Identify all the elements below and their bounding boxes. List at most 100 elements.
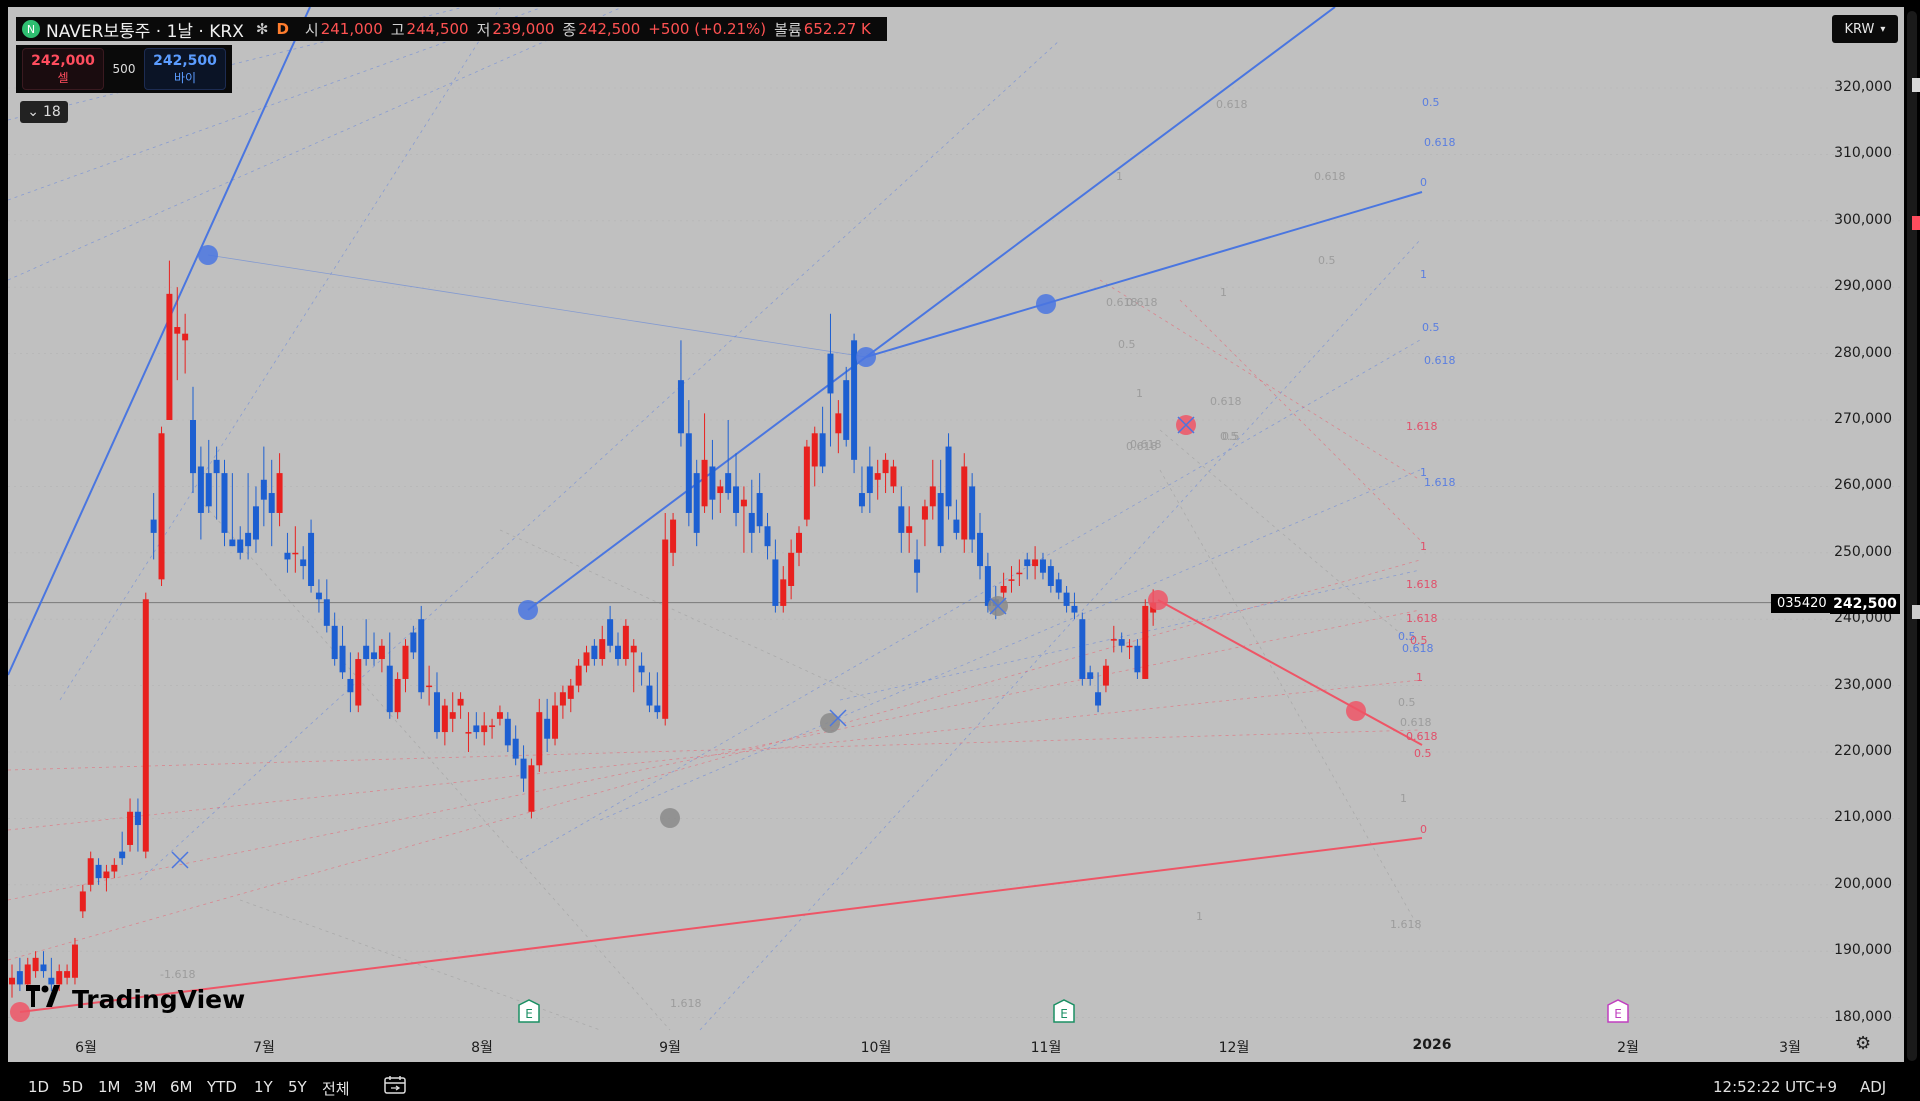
- volume-label: 볼륨: [774, 20, 802, 39]
- candle-body: [882, 459, 889, 474]
- time-tick-label: 12월: [1218, 1040, 1250, 1056]
- candle: [48, 957, 55, 992]
- candle: [552, 692, 559, 746]
- symbol-title[interactable]: NAVER보통주 · 1날 · KRX: [46, 21, 244, 42]
- earnings-marker[interactable]: E: [1053, 999, 1075, 1023]
- price-chart[interactable]: 0.50.618010.50.61811.6180.50.6181.61811.…: [8, 7, 1904, 1062]
- currency-selector[interactable]: KRW ▾: [1832, 15, 1898, 43]
- candle-body: [71, 944, 78, 978]
- candle: [504, 712, 511, 752]
- candle: [339, 625, 346, 679]
- scroll-marker: [1912, 605, 1920, 619]
- range-5d[interactable]: 5D: [62, 1078, 84, 1096]
- range-1y[interactable]: 1Y: [254, 1078, 273, 1096]
- fib-labels: 0.50.618010.50.61811.6180.50.6181.61811.…: [160, 96, 1456, 1010]
- candle: [331, 612, 338, 666]
- range-ytd[interactable]: YTD: [207, 1078, 237, 1096]
- fib-label-blue: 1: [1420, 466, 1427, 479]
- candle: [733, 453, 740, 527]
- candle: [953, 499, 960, 540]
- earnings-marker[interactable]: E: [518, 999, 540, 1023]
- candle: [426, 665, 433, 706]
- candle: [1102, 659, 1109, 693]
- adjust-toggle[interactable]: ADJ: [1860, 1078, 1887, 1096]
- candle-body: [496, 712, 503, 719]
- volume-value: 652.27 K: [803, 20, 871, 38]
- candle: [119, 831, 126, 865]
- candle: [914, 539, 921, 593]
- candle: [670, 512, 677, 567]
- right-scrollbar[interactable]: [1904, 7, 1920, 1070]
- candle: [142, 592, 149, 859]
- red-trend-line: [1157, 599, 1423, 746]
- fib-label-gray: 1.618: [670, 997, 702, 1010]
- range-1d[interactable]: 1D: [28, 1078, 50, 1096]
- candle: [977, 512, 984, 580]
- close-value: 242,500: [578, 20, 641, 38]
- naver-logo-icon: N: [22, 20, 40, 38]
- time-tick-label: 7월: [253, 1040, 275, 1056]
- scrollbar-track[interactable]: [1907, 11, 1917, 1061]
- candle-body: [945, 446, 952, 507]
- candle: [229, 473, 236, 547]
- symbol-legend[interactable]: N NAVER보통주 · 1날 · KRX ✻ D 시 241,000 고 244,…: [16, 17, 887, 42]
- price-tick-label: 240,000: [1834, 610, 1892, 627]
- candle: [748, 479, 755, 553]
- symbol-price-tag: 035420: [1771, 594, 1833, 613]
- candle: [347, 652, 354, 713]
- fib-label-red: 1: [1416, 671, 1423, 684]
- fib-label-blue: 1: [1420, 268, 1427, 281]
- sell-button[interactable]: 242,000 셀: [22, 48, 104, 90]
- candle-body: [402, 645, 409, 679]
- clock-timezone[interactable]: 12:52:22 UTC+9: [1713, 1078, 1837, 1096]
- fib-guide-line: [1159, 429, 1421, 651]
- fib-guide-line: [199, 499, 671, 1031]
- candle: [394, 672, 401, 719]
- candle: [95, 858, 102, 885]
- range-6m[interactable]: 6M: [170, 1078, 193, 1096]
- axis-settings-icon[interactable]: ⚙: [1855, 1033, 1872, 1054]
- calendar-range-icon[interactable]: [383, 1075, 407, 1099]
- candle: [685, 400, 692, 527]
- candle-body: [646, 685, 653, 706]
- candle-body: [701, 459, 708, 507]
- pivot-point: [820, 713, 840, 733]
- candle: [481, 712, 488, 746]
- candle: [1024, 552, 1031, 580]
- low-label: 저: [476, 20, 491, 39]
- candle-body: [1142, 605, 1149, 679]
- price-tick-label: 270,000: [1834, 411, 1892, 427]
- buy-button[interactable]: 242,500 바이: [144, 48, 226, 90]
- candle-body: [607, 619, 614, 646]
- candle: [709, 439, 716, 520]
- fib-label-gray: -1.618: [160, 968, 195, 981]
- pivot-point: [518, 600, 538, 620]
- range-5y[interactable]: 5Y: [288, 1078, 307, 1096]
- candle-body: [276, 473, 283, 513]
- red-trend-line: [19, 837, 1423, 1013]
- asterisk-icon[interactable]: ✻: [255, 20, 269, 38]
- blue-helper-line: [207, 254, 867, 358]
- candle-body: [32, 957, 39, 972]
- time-tick-label: 9월: [659, 1040, 681, 1056]
- candle-body: [1126, 645, 1133, 648]
- candle: [433, 672, 440, 739]
- candle-body: [95, 864, 102, 879]
- brand-name: TradingView: [72, 984, 246, 1014]
- range-all[interactable]: 전체: [322, 1080, 350, 1098]
- candle: [16, 957, 23, 992]
- range-3m[interactable]: 3M: [134, 1078, 157, 1096]
- earnings-marker[interactable]: E: [1607, 999, 1629, 1023]
- fib-guide-line: [519, 339, 1421, 861]
- fib-label-gray: 1: [1196, 910, 1203, 923]
- candle: [512, 725, 519, 766]
- fib-guide-line: [139, 39, 1061, 881]
- candle: [630, 639, 637, 693]
- fib-label-blue: 0.618: [1402, 642, 1434, 655]
- candle: [378, 639, 385, 673]
- tradingview-logo[interactable]: TradingView: [26, 984, 245, 1014]
- range-1m[interactable]: 1M: [98, 1078, 121, 1096]
- candle: [890, 459, 897, 494]
- candle: [898, 486, 905, 553]
- indicators-collapse-button[interactable]: ⌄ 18: [20, 101, 68, 123]
